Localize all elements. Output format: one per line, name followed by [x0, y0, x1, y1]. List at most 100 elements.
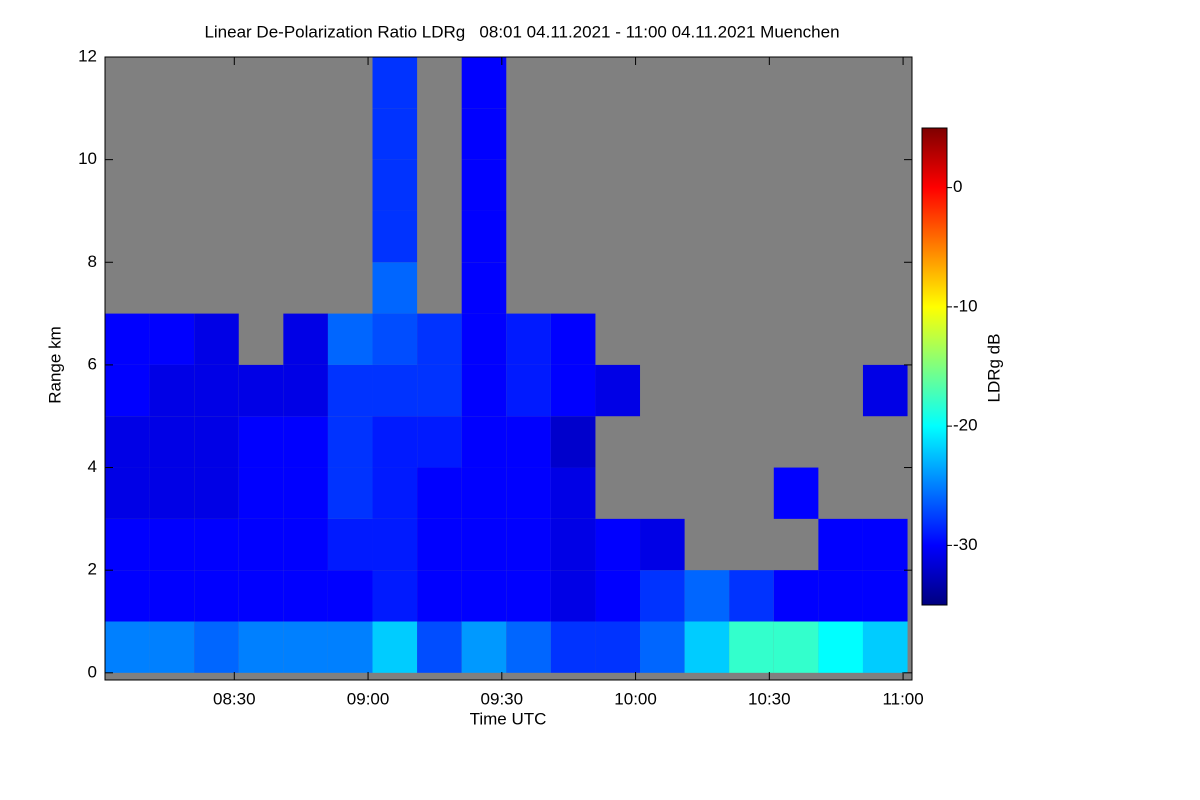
- heatmap-cell: [238, 467, 284, 519]
- heatmap-cell: [461, 364, 507, 417]
- heatmap-cell: [417, 621, 462, 673]
- heatmap-cell: [729, 570, 774, 622]
- heatmap-cell: [818, 570, 863, 622]
- heatmap-cell: [372, 57, 418, 109]
- heatmap-cell: [194, 416, 239, 468]
- heatmap-cell: [149, 416, 195, 468]
- heatmap-cell: [372, 518, 418, 571]
- heatmap-cell: [862, 364, 908, 417]
- colorbar-tick-label: 0: [953, 177, 962, 196]
- heatmap-cell: [194, 621, 239, 673]
- heatmap-cell: [461, 518, 507, 571]
- heatmap-cell: [149, 518, 195, 571]
- heatmap-cell: [327, 621, 373, 673]
- y-tick-label: 6: [88, 354, 97, 373]
- heatmap-cell: [283, 467, 328, 519]
- heatmap-cell: [550, 570, 596, 622]
- heatmap-cell: [417, 313, 462, 365]
- heatmap-cell: [550, 467, 596, 519]
- heatmap-cell: [773, 621, 819, 673]
- heatmap-cell: [773, 570, 819, 622]
- heatmap-cell: [461, 416, 507, 468]
- heatmap-cell: [238, 621, 284, 673]
- heatmap-cell: [238, 570, 284, 622]
- heatmap-cell: [595, 621, 641, 673]
- heatmap-cell: [640, 518, 685, 571]
- heatmap-cell: [461, 57, 507, 109]
- heatmap-cell: [149, 621, 195, 673]
- heatmap-cell: [506, 570, 551, 622]
- y-tick-label: 12: [78, 46, 97, 65]
- heatmap-cell: [640, 570, 685, 622]
- y-tick-label: 0: [88, 662, 97, 681]
- heatmap-cell: [149, 364, 195, 417]
- heatmap-cell: [461, 262, 507, 314]
- heatmap-cell: [105, 364, 150, 417]
- heatmap-cell: [640, 621, 685, 673]
- heatmap-cell: [149, 570, 195, 622]
- heatmap-cell: [550, 518, 596, 571]
- heatmap-cell: [818, 621, 863, 673]
- heatmap-cell: [238, 416, 284, 468]
- heatmap-cell: [506, 416, 551, 468]
- heatmap-cell: [684, 621, 730, 673]
- plot-frame: [104, 56, 913, 681]
- heatmap-cell: [506, 621, 551, 673]
- heatmap-cell: [461, 621, 507, 673]
- heatmap-cell: [149, 313, 195, 365]
- heatmap-cell: [862, 570, 908, 622]
- heatmap-cell: [550, 313, 596, 365]
- heatmap-cell: [283, 570, 328, 622]
- heatmap-cell: [550, 621, 596, 673]
- colorbar-tick-label: -10: [953, 296, 978, 315]
- heatmap-cell: [105, 621, 150, 673]
- heatmap-cell: [327, 364, 373, 417]
- heatmap-cell: [372, 364, 418, 417]
- heatmap-cell: [372, 570, 418, 622]
- heatmap-cell: [862, 518, 908, 571]
- x-tick-label: 10:00: [614, 689, 657, 708]
- x-tick-label: 08:30: [213, 689, 256, 708]
- heatmap-cell: [417, 364, 462, 417]
- x-tick-label: 09:30: [481, 689, 524, 708]
- heatmap-cell: [194, 518, 239, 571]
- heatmap-cell: [105, 570, 150, 622]
- heatmap-cell: [417, 467, 462, 519]
- heatmap-cell: [461, 210, 507, 263]
- heatmap-cell: [238, 364, 284, 417]
- heatmap-cell: [773, 467, 819, 519]
- heatmap-cell: [372, 313, 418, 365]
- heatmap-cell: [105, 416, 150, 468]
- colorbar-tick-label: -20: [953, 416, 978, 435]
- y-tick-label: 10: [78, 149, 97, 168]
- heatmap-cell: [194, 467, 239, 519]
- heatmap-cell: [729, 621, 774, 673]
- heatmap-cell: [283, 621, 328, 673]
- heatmap-cell: [417, 518, 462, 571]
- colorbar-tick-label: -30: [953, 535, 978, 554]
- heatmap-cell: [327, 313, 373, 365]
- heatmap-cell: [149, 467, 195, 519]
- heatmap-cell: [372, 416, 418, 468]
- heatmap-cell: [417, 570, 462, 622]
- heatmap-cell: [506, 313, 551, 365]
- heatmap-cell: [327, 467, 373, 519]
- heatmap-cell: [461, 108, 507, 160]
- heatmap-cell: [283, 313, 328, 365]
- x-axis-label: Time UTC: [470, 709, 547, 728]
- heatmap-cell: [506, 518, 551, 571]
- heatmap-cell: [461, 313, 507, 365]
- heatmap-cell: [595, 570, 641, 622]
- heatmap-cell: [684, 570, 730, 622]
- heatmap-cell: [372, 621, 418, 673]
- heatmap-cell: [283, 416, 328, 468]
- heatmap-cell: [506, 364, 551, 417]
- heatmap-cell: [105, 313, 150, 365]
- y-tick-label: 4: [88, 457, 97, 476]
- heatmap-cell: [327, 416, 373, 468]
- chart-title: Linear De-Polarization Ratio LDRg 08:01 …: [204, 22, 839, 41]
- x-tick-label: 09:00: [347, 689, 390, 708]
- y-axis-label: Range km: [45, 326, 64, 403]
- heatmap-cell: [417, 416, 462, 468]
